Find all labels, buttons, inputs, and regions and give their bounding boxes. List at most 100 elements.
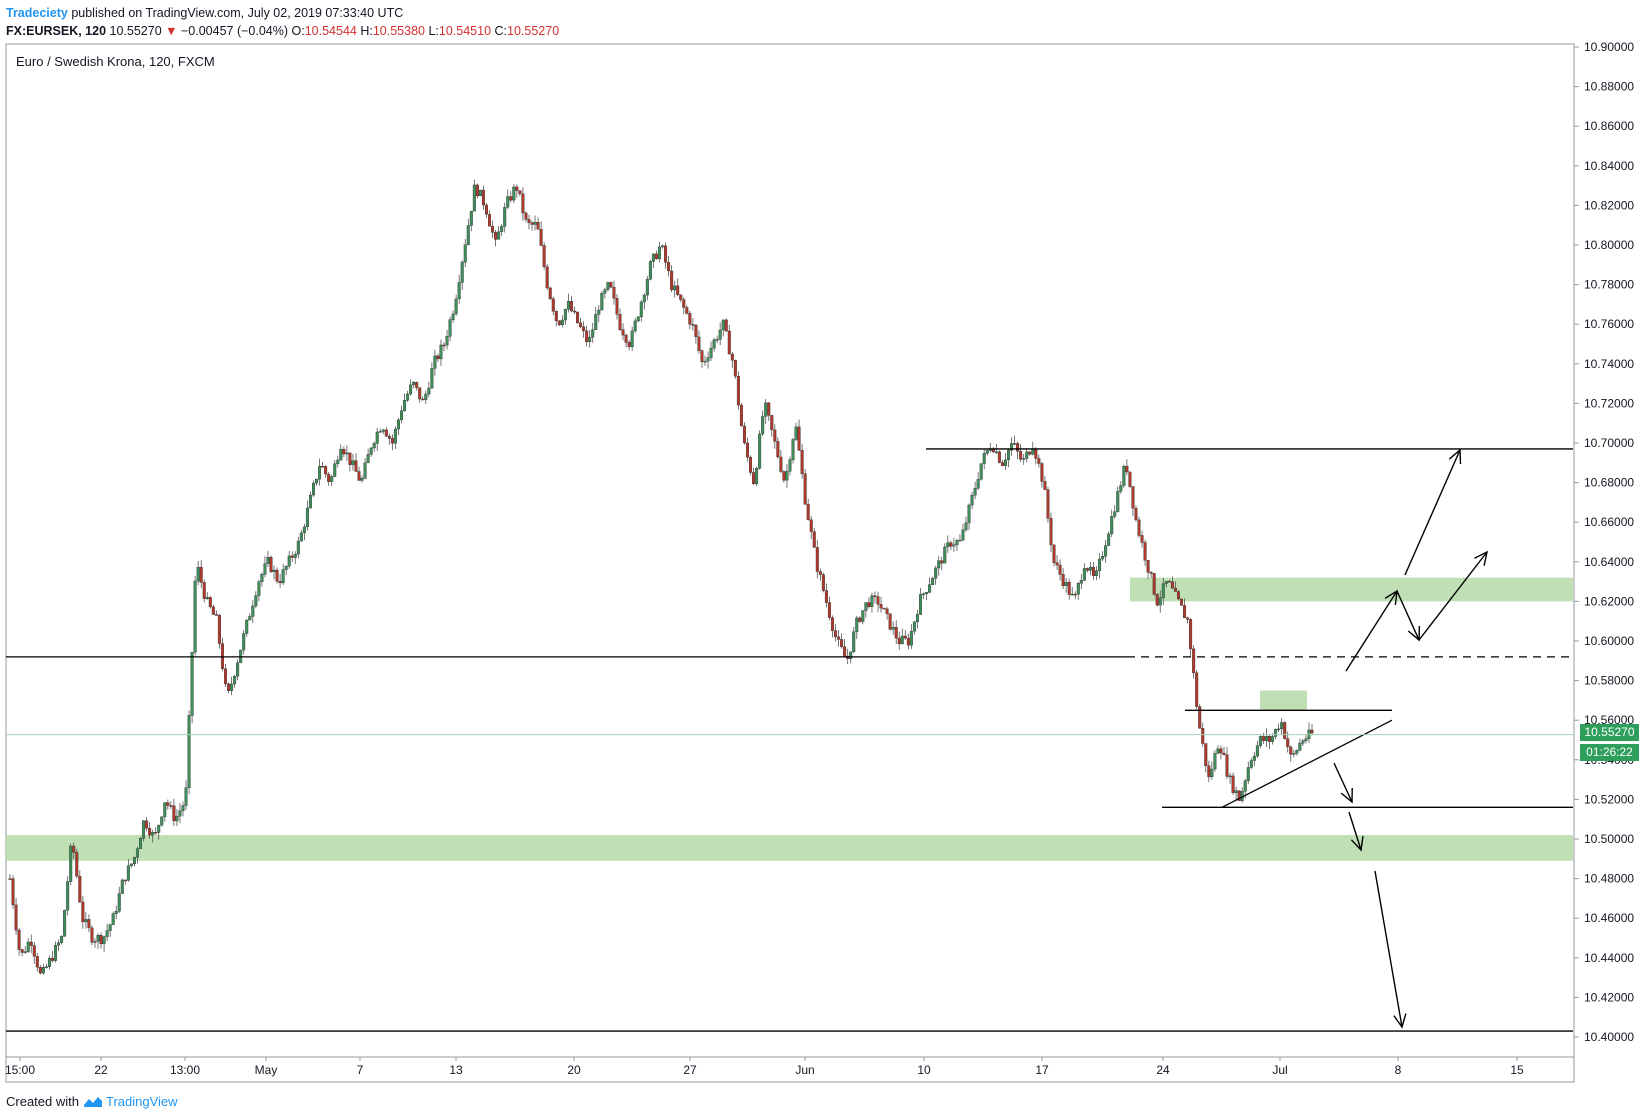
scenario-arrow	[1418, 551, 1488, 641]
candle-down	[1222, 752, 1226, 756]
candle-up	[497, 231, 501, 240]
candle-up	[102, 936, 106, 945]
candle-up	[63, 910, 67, 937]
candle-up	[96, 934, 100, 942]
candle-up	[645, 279, 649, 296]
candle-up	[466, 225, 470, 245]
candle-up	[1301, 740, 1305, 744]
candle-up	[1076, 583, 1080, 595]
candle-up	[600, 293, 604, 311]
candle-up	[433, 355, 437, 369]
candle-down	[1186, 617, 1190, 620]
candle-down	[885, 608, 889, 614]
candle-down	[609, 282, 613, 288]
candle-down	[524, 212, 528, 220]
candle-down	[32, 945, 36, 957]
candle-up	[272, 569, 276, 573]
candle-up	[375, 431, 379, 444]
candle-up	[132, 857, 136, 865]
candle-up	[248, 616, 252, 621]
x-tick-label: 17	[1035, 1063, 1049, 1077]
y-tick-label: 10.66000	[1584, 515, 1634, 529]
y-tick-label: 10.48000	[1584, 872, 1634, 886]
candle-down	[527, 219, 531, 223]
x-tick-label: 7	[357, 1063, 364, 1077]
candle-up	[855, 617, 859, 633]
candle-up	[111, 913, 115, 925]
candle-up	[1003, 459, 1007, 466]
candle-up	[287, 555, 291, 567]
candle-up	[184, 787, 188, 806]
candle-up	[1277, 728, 1281, 731]
x-tick-label: 24	[1156, 1063, 1170, 1077]
candle-up	[1116, 490, 1120, 512]
candle-down	[384, 429, 388, 437]
scenario-arrow	[1396, 590, 1420, 641]
candle-down	[654, 253, 658, 260]
candle-down	[685, 307, 689, 314]
candle-up	[597, 309, 601, 315]
candle-down	[1146, 560, 1150, 573]
y-tick-label: 10.78000	[1584, 278, 1634, 292]
candle-up	[236, 662, 240, 677]
candle-up	[636, 316, 640, 322]
tradingview-link[interactable]: TradingView	[83, 1094, 178, 1109]
candle-up	[594, 314, 598, 330]
candle-up	[157, 824, 161, 833]
candle-down	[78, 875, 82, 903]
candle-down	[1043, 481, 1047, 490]
candle-down	[694, 324, 698, 338]
time-axis[interactable]: 15:00 22 13:00 May 7 13 20 27 Jun 10 17 24 Jul 8 15	[5, 1057, 1524, 1077]
candle-up	[952, 544, 956, 547]
candle-up	[339, 448, 343, 461]
candle-up	[333, 463, 337, 477]
candle-down	[81, 901, 85, 923]
candle-down	[739, 404, 743, 427]
candle-down	[50, 957, 54, 961]
candle-up	[175, 815, 179, 822]
candle-up	[715, 339, 719, 341]
candle-down	[1149, 572, 1153, 574]
candle-down	[211, 606, 215, 615]
candle-down	[521, 193, 525, 214]
candle-down	[736, 376, 740, 406]
price-axis[interactable]: 10.90000 10.88000 10.86000 10.84000 10.82000…	[1574, 40, 1634, 1044]
candle-down	[515, 186, 519, 191]
chart-header: Tradeciety published on TradingView.com,…	[6, 4, 559, 40]
candle-down	[1286, 738, 1290, 748]
candle-up	[120, 879, 124, 894]
candle-up	[151, 832, 155, 836]
candle-down	[214, 614, 218, 616]
candle-down	[11, 878, 15, 906]
candle-down	[442, 344, 446, 347]
candle-down	[1198, 706, 1202, 729]
candle-up	[430, 368, 434, 389]
candle-up	[1088, 566, 1092, 571]
candle-down	[1037, 458, 1041, 464]
candle-up	[105, 930, 109, 937]
candle-up	[345, 452, 349, 455]
candle-up	[1101, 556, 1105, 560]
candle-up	[721, 319, 725, 331]
candle-down	[172, 805, 176, 822]
candle-down	[612, 286, 616, 299]
candle-down	[1131, 486, 1135, 509]
candle-up	[703, 360, 707, 363]
candle-up	[976, 479, 980, 489]
candle-down	[1167, 581, 1171, 583]
high-label: H:	[360, 24, 373, 38]
y-tick-label: 10.58000	[1584, 674, 1634, 688]
candle-down	[621, 329, 625, 336]
candle-up	[512, 186, 516, 201]
candle-up	[1164, 581, 1168, 584]
candle-up	[23, 951, 27, 953]
candle-down	[1058, 564, 1062, 575]
candle-down	[1207, 765, 1211, 778]
author-link[interactable]: Tradeciety	[6, 6, 68, 20]
candle-down	[1268, 736, 1272, 742]
candle-down	[940, 560, 944, 564]
candle-down	[997, 451, 1001, 463]
symbol-label: FX:EURSEK, 120	[6, 24, 107, 38]
change-arrow-icon: ▼	[165, 24, 178, 38]
